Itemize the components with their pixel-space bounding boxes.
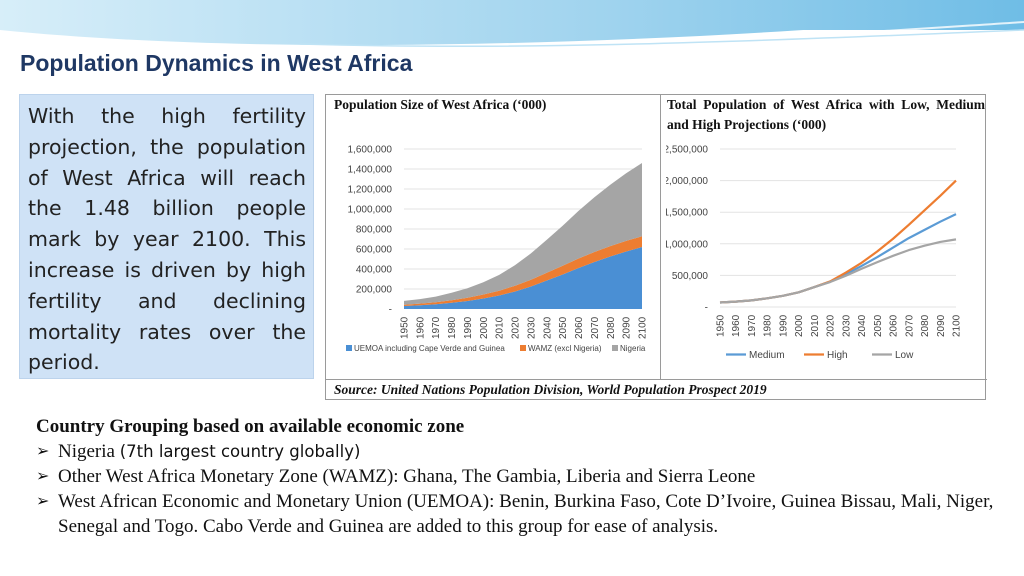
x-tick-label: 2060 (889, 314, 900, 337)
page-title: Population Dynamics in West Africa (20, 50, 413, 76)
x-tick-label: 2040 (542, 316, 553, 339)
y-tick-label: - (705, 303, 708, 314)
y-tick-label: 1,600,000 (348, 145, 393, 156)
x-tick-label: 2030 (526, 316, 537, 339)
x-tick-label: 2050 (558, 316, 569, 339)
x-tick-label: 2020 (511, 316, 522, 339)
charts-panel: Population Size of West Africa (‘000) To… (325, 94, 987, 400)
bullet-nigeria-note: (7th largest country globally) (119, 442, 361, 461)
list-item: ➢ Other West Africa Monetary Zone (WAMZ)… (36, 464, 996, 489)
legend-label: Nigeria (620, 344, 646, 353)
x-tick-label: 1970 (747, 314, 758, 337)
x-tick-label: 2100 (638, 316, 649, 339)
x-tick-label: 1950 (400, 316, 411, 339)
x-tick-label: 1980 (763, 314, 774, 337)
y-tick-label: 800,000 (356, 225, 393, 236)
area-chart: - 200,000 400,000 600,000 800,000 1,000,000 1,… (346, 145, 649, 353)
intro-text: With the high fertility projection, the … (28, 104, 306, 375)
x-tick-label: 2020 (826, 314, 837, 337)
x-tick-label: 2050 (873, 314, 884, 337)
list-item: ➢ Nigeria (7th largest country globally) (36, 439, 996, 464)
legend-label: Low (895, 350, 914, 361)
country-grouping-section: Country Grouping based on available econ… (36, 414, 996, 539)
arrow-bullet-icon: ➢ (36, 443, 50, 460)
x-tick-label: 2080 (606, 316, 617, 339)
x-tick-label: 1960 (731, 314, 742, 337)
grouping-heading: Country Grouping based on available econ… (36, 416, 465, 437)
area-series-1 (404, 247, 642, 309)
legend-label: High (827, 350, 848, 361)
chart2-title: Total Population of West Africa with Low… (667, 97, 985, 132)
y-tick-label: 1,500,000 (666, 208, 708, 219)
list-item: ➢ West African Economic and Monetary Uni… (36, 489, 996, 539)
y-tick-label: 2,500,000 (666, 145, 708, 156)
y-tick-label: 1,000,000 (348, 205, 393, 216)
x-tick-label: 1990 (778, 314, 789, 337)
source-note: Source: United Nations Population Divisi… (334, 382, 767, 397)
bullet-uemoa: West African Economic and Monetary Union… (58, 491, 994, 537)
legend-swatch (520, 345, 526, 351)
y-tick-label: 600,000 (356, 245, 393, 256)
area-series-3 (404, 163, 642, 305)
line-series-medium (719, 213, 957, 304)
y-tick-label: - (389, 305, 392, 316)
legend-swatch (612, 345, 618, 351)
y-tick-label: 1,200,000 (348, 185, 393, 196)
bullet-nigeria-name: Nigeria (58, 441, 120, 462)
x-tick-label: 2070 (590, 316, 601, 339)
arrow-bullet-icon: ➢ (36, 468, 50, 485)
intro-text-box: With the high fertility projection, the … (19, 94, 314, 379)
panel-divider-vertical (660, 95, 661, 379)
x-tick-label: 1990 (463, 316, 474, 339)
x-tick-label: 2010 (495, 316, 506, 339)
x-tick-label: 2000 (479, 316, 490, 339)
arrow-bullet-icon: ➢ (36, 493, 50, 510)
x-tick-label: 2070 (904, 314, 915, 337)
x-tick-label: 1960 (415, 316, 426, 339)
x-tick-label: 2100 (952, 314, 963, 337)
x-tick-label: 1980 (447, 316, 458, 339)
bullet-wamz: Other West Africa Monetary Zone (WAMZ): … (58, 466, 756, 487)
x-tick-label: 2060 (574, 316, 585, 339)
y-tick-label: 1,000,000 (666, 239, 708, 250)
x-tick-label: 1950 (716, 314, 727, 337)
x-tick-label: 1970 (431, 316, 442, 339)
line-series-low (719, 238, 957, 304)
x-tick-label: 2010 (810, 314, 821, 337)
x-tick-label: 2080 (920, 314, 931, 337)
y-tick-label: 400,000 (356, 265, 393, 276)
legend-label: WAMZ (excl Nigeria) (528, 344, 602, 353)
y-tick-label: 1,400,000 (348, 165, 393, 176)
legend-swatch (346, 345, 352, 351)
x-tick-label: 2090 (936, 314, 947, 337)
panel-divider-horizontal (326, 379, 987, 380)
y-tick-label: 2,000,000 (666, 176, 708, 187)
header-wave-decoration (0, 0, 1024, 49)
chart1-title: Population Size of West Africa (‘000) (334, 97, 547, 112)
y-tick-label: 200,000 (356, 285, 393, 296)
x-tick-label: 2000 (794, 314, 805, 337)
y-tick-label: 500,000 (672, 271, 709, 282)
line-series-high (719, 179, 957, 304)
line-chart: - 500,000 1,000,000 1,500,000 2,000,000 2,500… (666, 145, 963, 362)
legend-label: Medium (749, 350, 785, 361)
x-tick-label: 2040 (857, 314, 868, 337)
x-tick-label: 2030 (841, 314, 852, 337)
x-tick-label: 2090 (622, 316, 633, 339)
legend-label: UEMOA including Cape Verde and Guinea (354, 344, 505, 353)
